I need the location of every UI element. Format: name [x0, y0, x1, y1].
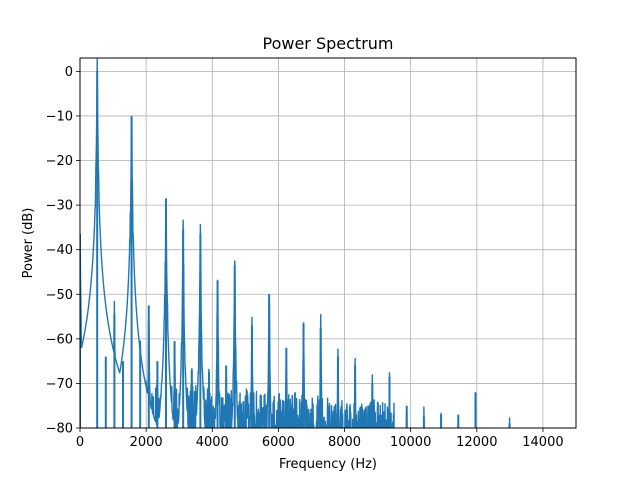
x-tick-label: 0: [76, 435, 84, 450]
x-tick-label: 14000: [522, 435, 563, 450]
x-tick-label: 2000: [130, 435, 163, 450]
y-tick-label: −70: [46, 377, 73, 392]
x-tick-label: 4000: [196, 435, 229, 450]
series-power-spectrum: [80, 58, 511, 428]
y-tick-label: −10: [46, 109, 73, 124]
y-tick-label: −40: [46, 243, 73, 258]
y-tick-label: −30: [46, 199, 73, 214]
x-tick-label: 10000: [390, 435, 431, 450]
chart-title: Power Spectrum: [263, 34, 394, 53]
y-tick-label: 0: [65, 65, 73, 80]
x-axis-label: Frequency (Hz): [279, 457, 377, 472]
x-tick-label: 6000: [262, 435, 295, 450]
x-tick-label: 8000: [328, 435, 361, 450]
y-tick-label: −50: [46, 288, 73, 303]
y-tick-label: −20: [46, 154, 73, 169]
y-tick-label: −80: [46, 422, 73, 437]
y-axis-label: Power (dB): [21, 208, 36, 279]
plot-background: [80, 58, 576, 428]
plot-frame: [79, 57, 577, 429]
axis-ticks: 0 2000 4000 6000 8000 10000 12000 14000 0 −10 −20 −…: [46, 65, 564, 450]
x-tick-label: 12000: [456, 435, 497, 450]
grid: [79, 58, 576, 429]
y-tick-label: −60: [46, 332, 73, 347]
spectrum-trace: [80, 58, 511, 428]
